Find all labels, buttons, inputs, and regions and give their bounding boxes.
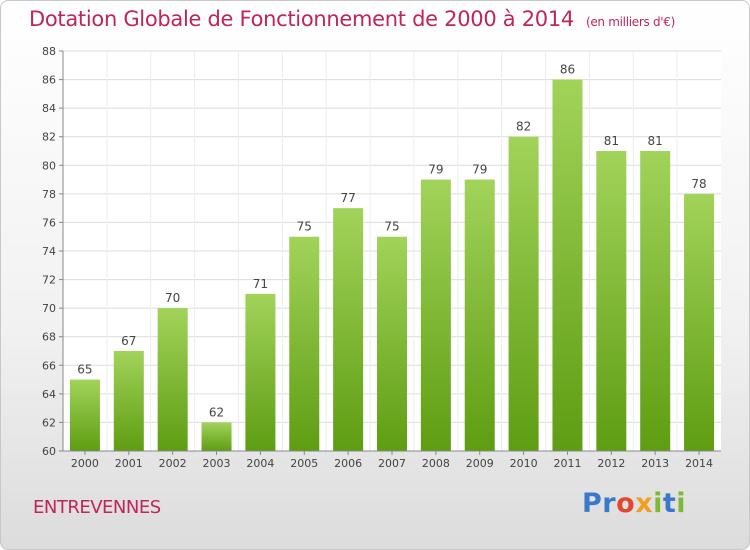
bar	[201, 422, 232, 451]
chart-title: Dotation Globale de Fonctionnement de 20…	[29, 7, 675, 31]
logo-letter: P	[582, 488, 603, 519]
bar	[289, 236, 320, 451]
logo-letter: i	[676, 488, 687, 519]
bar	[377, 236, 407, 451]
bar-value-label: 81	[604, 134, 619, 148]
y-tick-label: 60	[42, 445, 56, 458]
commune-name: ENTREVENNES	[33, 497, 161, 518]
bar	[157, 308, 188, 451]
x-tick-label: 2012	[597, 457, 625, 470]
y-tick-label: 62	[42, 416, 56, 429]
x-tick-label: 2002	[159, 457, 187, 470]
bar-value-label: 77	[340, 191, 355, 205]
bar-value-label: 79	[472, 163, 487, 177]
y-tick-label: 74	[42, 245, 56, 258]
bar-value-label: 75	[297, 220, 312, 234]
bar-value-label: 70	[165, 291, 180, 305]
bar	[552, 79, 583, 452]
bar	[113, 351, 144, 451]
logo-letter: t	[662, 488, 677, 519]
x-tick-label: 2001	[115, 457, 143, 470]
x-tick-label: 2003	[203, 457, 231, 470]
x-tick-label: 2011	[553, 457, 581, 470]
y-tick-label: 70	[42, 302, 56, 315]
bar-value-label: 75	[384, 220, 399, 234]
y-tick-label: 76	[42, 216, 56, 229]
bar	[333, 208, 364, 451]
bar-value-label: 71	[253, 277, 268, 291]
bar	[69, 379, 100, 451]
y-tick-label: 84	[42, 102, 56, 115]
bar-value-label: 79	[428, 163, 443, 177]
bar	[508, 136, 539, 451]
proxiti-logo[interactable]: Proxiti	[582, 488, 686, 519]
bar	[684, 193, 715, 451]
bar-value-label: 62	[209, 405, 224, 419]
x-tick-label: 2014	[685, 457, 713, 470]
bar-value-label: 82	[516, 120, 531, 134]
x-tick-label: 2009	[466, 457, 494, 470]
x-tick-label: 2010	[510, 457, 538, 470]
y-tick-label: 66	[42, 359, 56, 372]
y-tick-label: 68	[42, 331, 56, 344]
bar	[464, 179, 495, 452]
bar	[420, 179, 451, 452]
x-tick-label: 2006	[334, 457, 362, 470]
x-tick-label: 2005	[290, 457, 318, 470]
bar-value-label: 81	[648, 134, 663, 148]
y-tick-label: 86	[42, 74, 56, 87]
bar	[596, 151, 627, 451]
bar-value-label: 67	[121, 334, 136, 348]
x-tick-label: 2013	[641, 457, 669, 470]
logo-letter: i	[653, 488, 663, 519]
y-tick-label: 78	[42, 188, 56, 201]
chart-unit: (en milliers d'€)	[585, 15, 675, 29]
x-tick-label: 2007	[378, 457, 406, 470]
y-tick-label: 72	[42, 274, 56, 287]
chart-title-text: Dotation Globale de Fonctionnement de 20…	[29, 7, 574, 31]
x-tick-label: 2004	[246, 457, 274, 470]
bar-value-label: 78	[691, 177, 706, 191]
logo-letter: r	[602, 488, 617, 519]
bar	[640, 151, 671, 451]
y-tick-label: 80	[42, 159, 56, 172]
x-tick-label: 2000	[71, 457, 99, 470]
logo-letter: o	[616, 488, 636, 519]
x-tick-label: 2008	[422, 457, 450, 470]
bar	[245, 293, 276, 451]
bar-value-label: 86	[560, 63, 575, 77]
y-tick-label: 88	[42, 45, 56, 58]
y-tick-label: 64	[42, 388, 56, 401]
bar-value-label: 65	[77, 363, 92, 377]
logo-letter: x	[635, 488, 654, 519]
y-tick-label: 82	[42, 131, 56, 144]
